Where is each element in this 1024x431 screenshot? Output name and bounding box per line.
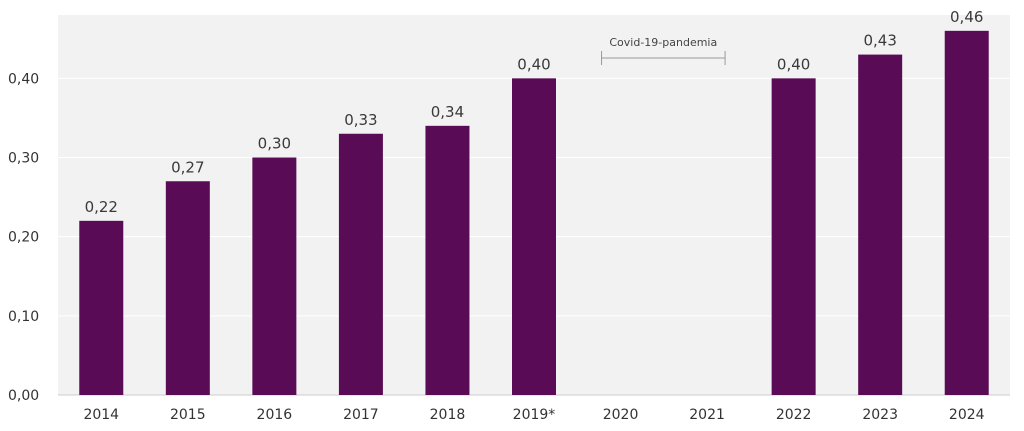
y-tick-label: 0,30 [8, 151, 39, 167]
y-tick-label: 0,40 [8, 71, 39, 87]
bar [79, 220, 124, 395]
x-tick-label: 2023 [862, 407, 898, 423]
x-tick-label: 2016 [257, 407, 293, 423]
data-label: 0,34 [431, 103, 464, 121]
y-tick-label: 0,00 [8, 388, 39, 404]
x-tick-label: 2015 [170, 407, 206, 423]
data-label: 0,43 [863, 32, 896, 50]
bar [338, 133, 383, 395]
data-label: 0,46 [950, 8, 983, 26]
bar [252, 157, 297, 395]
bar [858, 54, 903, 395]
x-tick-label: 2014 [83, 407, 119, 423]
data-label: 0,30 [258, 135, 291, 153]
x-tick-label: 2020 [603, 407, 639, 423]
data-label: 0,27 [171, 158, 204, 176]
data-label: 0,40 [777, 55, 810, 73]
x-tick-label: 2021 [689, 407, 725, 423]
x-tick-label: 2024 [949, 407, 985, 423]
bar [425, 125, 470, 395]
data-label: 0,33 [344, 111, 377, 129]
bar [944, 30, 989, 395]
x-tick-label: 2018 [430, 407, 466, 423]
annotation-label: Covid-19-pandemia [609, 36, 717, 49]
x-tick-label: 2019* [513, 407, 556, 423]
bar [771, 78, 816, 395]
x-tick-label: 2022 [776, 407, 812, 423]
x-tick-label: 2017 [343, 407, 379, 423]
bar [165, 181, 210, 395]
data-label: 0,22 [85, 198, 118, 216]
bar [512, 78, 556, 395]
y-tick-label: 0,20 [8, 230, 39, 246]
y-tick-label: 0,10 [8, 309, 39, 325]
data-label: 0,40 [517, 55, 550, 73]
